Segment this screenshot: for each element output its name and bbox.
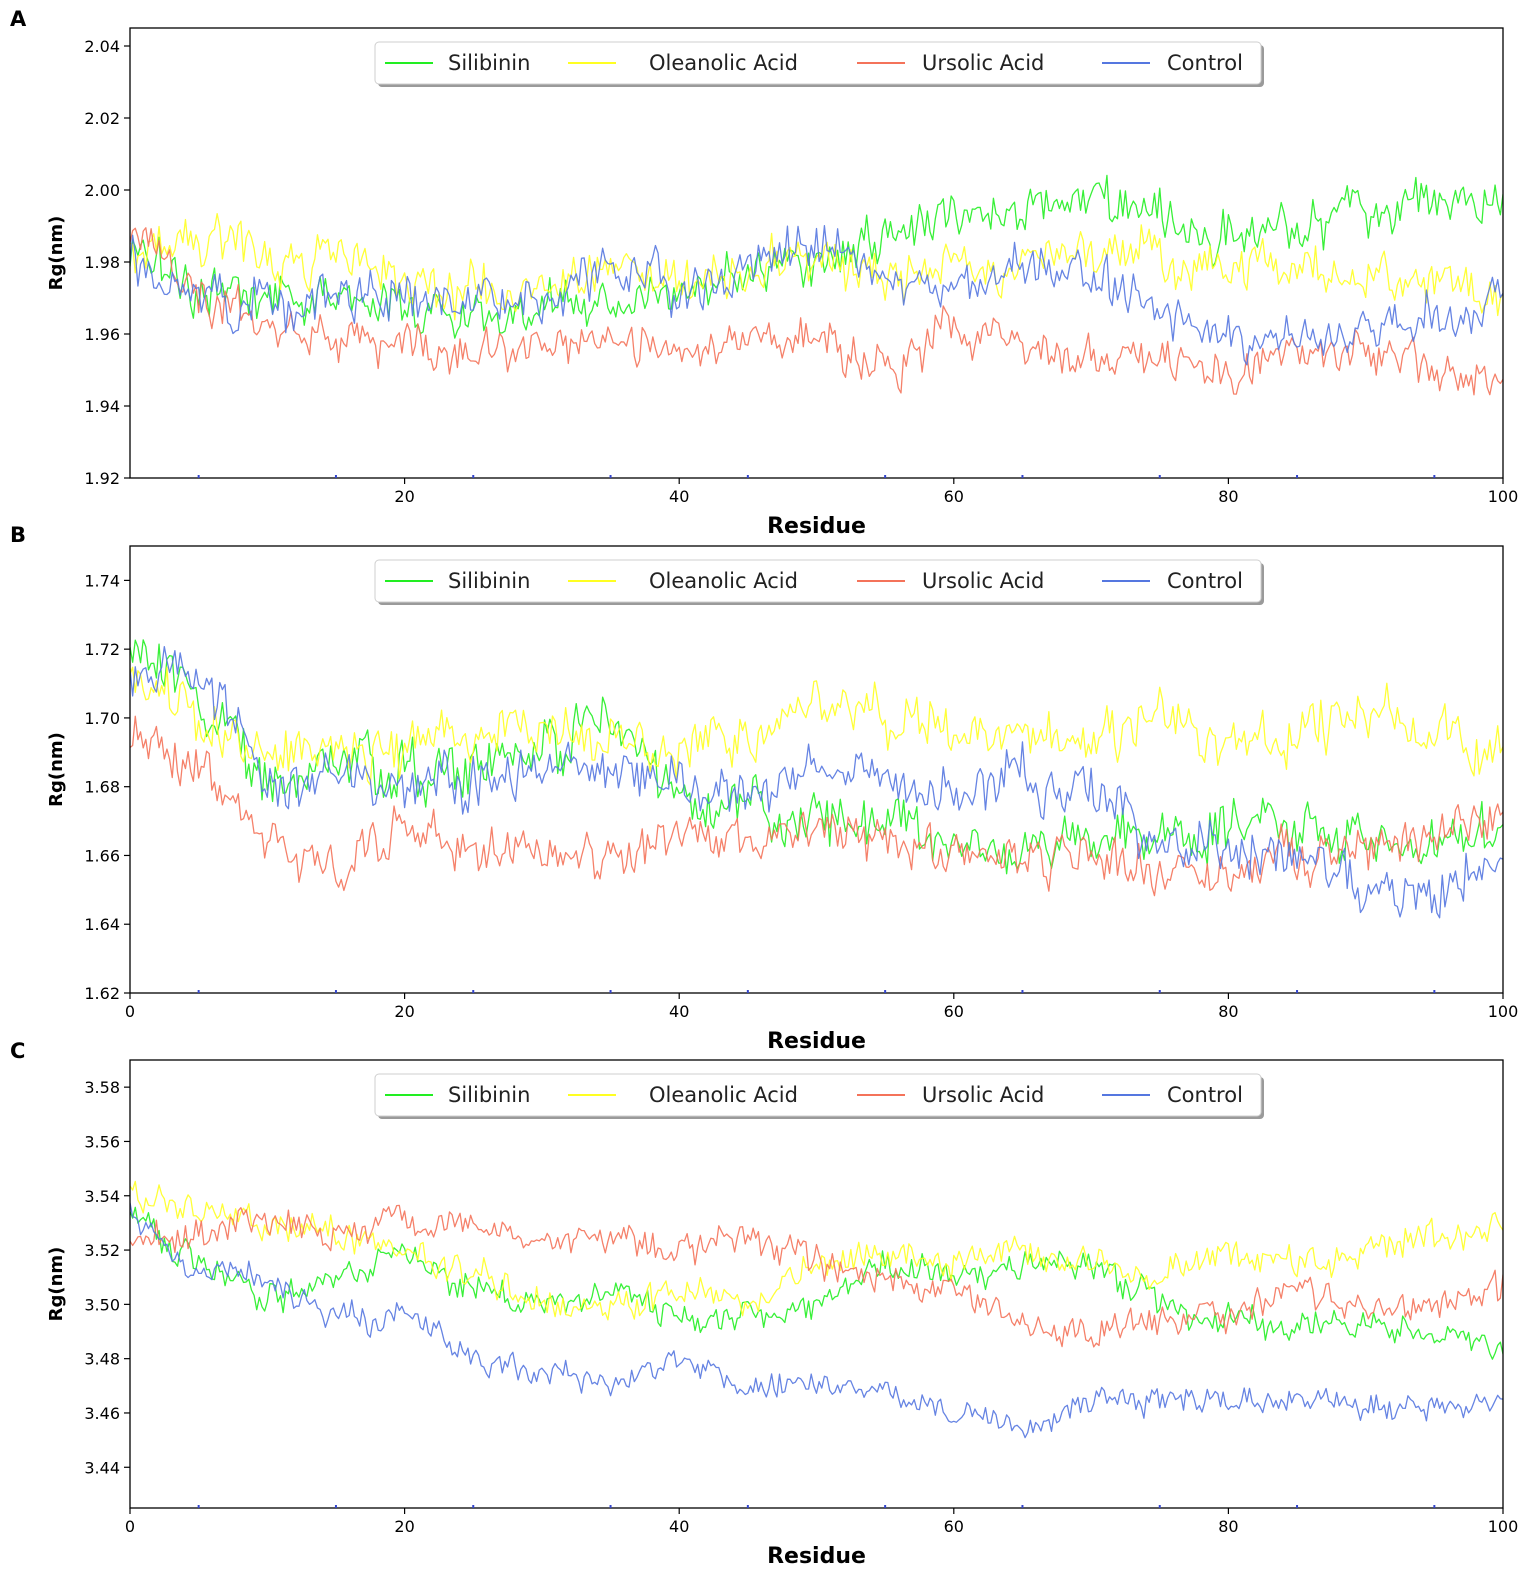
- panel-b-xlabel: Residue: [767, 1029, 866, 1054]
- panel-c-ytick-label: 3.56: [84, 1132, 120, 1151]
- legend-label-silibinin: Silibinin: [448, 1083, 530, 1107]
- panel-b-xtick-label: 80: [1218, 1002, 1238, 1021]
- panel-b-frame: [129, 545, 1504, 994]
- panel-a-xtick-label: 60: [944, 487, 964, 506]
- panel-b-ylabel: Rg(nm): [46, 732, 67, 807]
- panel-c-xtick-label: 0: [125, 1517, 135, 1536]
- series-line-a-oleanolic-acid: [130, 213, 1503, 321]
- panel-c-ytick-label: 3.58: [84, 1078, 120, 1097]
- legend-label-control: Control: [1167, 569, 1243, 593]
- panel-c-xtick-label: 20: [394, 1517, 414, 1536]
- legend-label-silibinin: Silibinin: [448, 569, 530, 593]
- legend-label-ursolic-acid: Ursolic Acid: [922, 569, 1044, 593]
- series-line-b-silibinin: [130, 639, 1503, 875]
- panel-c-lines: [130, 1180, 1503, 1439]
- panel-c-frame: [129, 1059, 1504, 1509]
- panel-c-legend: Silibinin Oleanolic Acid Ursolic Acid Contr…: [374, 1073, 1264, 1119]
- series-line-b-oleanolic-acid: [130, 666, 1503, 786]
- panel-a-ytick-label: 1.98: [84, 253, 120, 272]
- panel-b-xtick-label: 20: [394, 1002, 414, 1021]
- panel-c-xtick-label: 80: [1218, 1517, 1238, 1536]
- legend-label-silibinin: Silibinin: [448, 51, 530, 75]
- series-line-c-silibinin: [130, 1206, 1503, 1360]
- series-line-a-ursolic-acid: [130, 227, 1503, 396]
- panel-c-xtick-label: 100: [1488, 1517, 1519, 1536]
- panel-b-letter: B: [10, 523, 26, 547]
- panel-a-xtick-label: 80: [1218, 487, 1238, 506]
- panel-a-letter: A: [10, 7, 27, 31]
- panel-a-xlabel: Residue: [767, 514, 866, 539]
- series-line-a-silibinin: [130, 174, 1503, 339]
- panel-c-xlabel: Residue: [767, 1544, 866, 1569]
- panel-c-ytick-label: 3.54: [84, 1187, 120, 1206]
- panel-b-ytick-label: 1.72: [84, 640, 120, 659]
- legend-label-oleanolic-acid: Oleanolic Acid: [649, 1083, 798, 1107]
- panel-b: B 0 20 40 60 80 100 1.62 1.64 1.66 1.68 1.70 1.72 1.7…: [10, 523, 1518, 1054]
- panel-c-ytick-label: 3.52: [84, 1241, 120, 1260]
- panel-b-ytick-label: 1.68: [84, 778, 120, 797]
- panel-a-ytick-label: 1.92: [84, 469, 120, 488]
- legend-label-oleanolic-acid: Oleanolic Acid: [649, 51, 798, 75]
- panel-b-legend: Silibinin Oleanolic Acid Ursolic Acid Contr…: [374, 559, 1264, 605]
- panel-c-ylabel: Rg(nm): [46, 1247, 67, 1322]
- panel-b-ytick-label: 1.64: [84, 915, 120, 934]
- legend-box: [374, 559, 1262, 603]
- panel-a-legend: Silibinin Oleanolic Acid Ursolic Acid Contr…: [374, 41, 1264, 87]
- panel-c: C 0 20 40 60 80 100 3.44 3.46 3.48 3.50 3.52 3.54 3.5…: [10, 1039, 1518, 1569]
- series-line-c-ursolic-acid: [130, 1204, 1503, 1348]
- legend-label-oleanolic-acid: Oleanolic Acid: [649, 569, 798, 593]
- panel-b-xtick-label: 0: [125, 1002, 135, 1021]
- legend-label-ursolic-acid: Ursolic Acid: [922, 51, 1044, 75]
- panel-b-ytick-label: 1.74: [84, 571, 120, 590]
- panel-a-ylabel: Rg(nm): [46, 216, 67, 291]
- series-line-b-ursolic-acid: [130, 715, 1503, 897]
- panel-c-ytick-label: 3.44: [84, 1458, 120, 1477]
- panel-b-lines: [130, 639, 1503, 919]
- panel-a-ytick-label: 2.02: [84, 109, 120, 128]
- legend-label-control: Control: [1167, 1083, 1243, 1107]
- series-line-c-oleanolic-acid: [130, 1180, 1503, 1321]
- panel-c-ytick-label: 3.50: [84, 1295, 120, 1314]
- panel-a-xtick-label: 100: [1488, 487, 1519, 506]
- panel-b-ytick-label: 1.70: [84, 709, 120, 728]
- legend-box: [374, 1073, 1262, 1117]
- panel-c-ytick-label: 3.48: [84, 1350, 120, 1369]
- legend-label-ursolic-acid: Ursolic Acid: [922, 1083, 1044, 1107]
- legend-label-control: Control: [1167, 51, 1243, 75]
- panel-c-xtick-label: 60: [944, 1517, 964, 1536]
- panel-a-frame: [129, 27, 1504, 479]
- panel-a-ytick-label: 1.94: [84, 397, 120, 416]
- panel-c-ytick-label: 3.46: [84, 1404, 120, 1423]
- panel-b-xtick-label: 100: [1488, 1002, 1519, 1021]
- panel-b-ytick-label: 1.62: [84, 984, 120, 1003]
- panel-b-xtick-label: 60: [944, 1002, 964, 1021]
- panel-c-letter: C: [10, 1039, 25, 1063]
- panel-b-ytick-label: 1.66: [84, 846, 120, 865]
- panel-b-xtick-label: 40: [669, 1002, 689, 1021]
- panel-a-ytick-label: 1.96: [84, 325, 120, 344]
- series-line-c-control: [130, 1202, 1503, 1439]
- panel-a-ytick-label: 2.00: [84, 181, 120, 200]
- series-line-a-control: [130, 225, 1503, 366]
- panel-a-xtick-label: 40: [669, 487, 689, 506]
- panel-a-xtick-label: 20: [394, 487, 414, 506]
- legend-box: [374, 41, 1262, 85]
- panel-c-xtick-label: 40: [669, 1517, 689, 1536]
- series-line-b-control: [130, 645, 1503, 919]
- panel-a-ytick-label: 2.04: [84, 37, 120, 56]
- panel-a: A 20 40 60 80 100 1.92 1.94 1.96 1.98 2.00 2.02 2.04…: [10, 7, 1518, 539]
- panel-a-lines: [130, 174, 1503, 396]
